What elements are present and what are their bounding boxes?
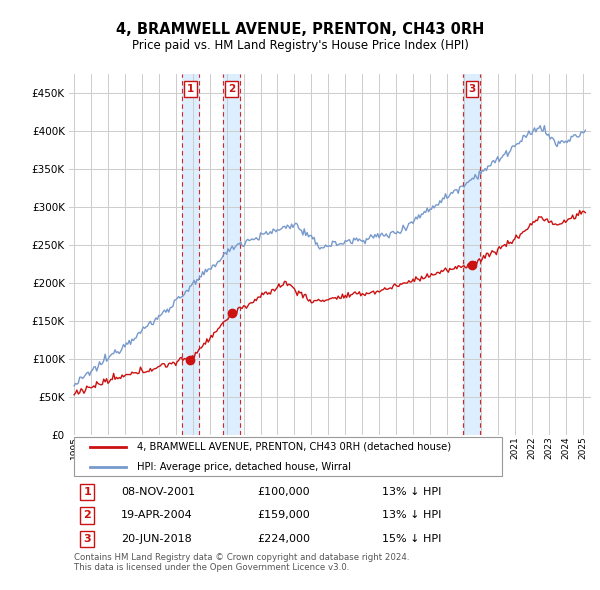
Text: £100,000: £100,000 xyxy=(257,487,310,497)
Text: 13% ↓ HPI: 13% ↓ HPI xyxy=(382,487,442,497)
Text: Price paid vs. HM Land Registry's House Price Index (HPI): Price paid vs. HM Land Registry's House … xyxy=(131,39,469,52)
Text: 20-JUN-2018: 20-JUN-2018 xyxy=(121,534,192,544)
Bar xyxy=(182,74,199,435)
Text: 13% ↓ HPI: 13% ↓ HPI xyxy=(382,510,442,520)
Text: 08-NOV-2001: 08-NOV-2001 xyxy=(121,487,196,497)
Text: 1: 1 xyxy=(83,487,91,497)
Text: 4, BRAMWELL AVENUE, PRENTON, CH43 0RH: 4, BRAMWELL AVENUE, PRENTON, CH43 0RH xyxy=(116,22,484,37)
Bar xyxy=(463,74,481,435)
Text: 19-APR-2004: 19-APR-2004 xyxy=(121,510,193,520)
Text: 2: 2 xyxy=(228,84,235,94)
Text: £224,000: £224,000 xyxy=(257,534,310,544)
Text: 2: 2 xyxy=(83,510,91,520)
Text: HPI: Average price, detached house, Wirral: HPI: Average price, detached house, Wirr… xyxy=(137,461,351,471)
Text: 1: 1 xyxy=(187,84,194,94)
Text: 3: 3 xyxy=(83,534,91,544)
Text: Contains HM Land Registry data © Crown copyright and database right 2024.
This d: Contains HM Land Registry data © Crown c… xyxy=(74,553,410,572)
Text: £159,000: £159,000 xyxy=(257,510,310,520)
Text: 15% ↓ HPI: 15% ↓ HPI xyxy=(382,534,442,544)
Text: 4, BRAMWELL AVENUE, PRENTON, CH43 0RH (detached house): 4, BRAMWELL AVENUE, PRENTON, CH43 0RH (d… xyxy=(137,441,451,451)
FancyBboxPatch shape xyxy=(74,437,502,476)
Text: 3: 3 xyxy=(468,84,475,94)
Bar xyxy=(223,74,240,435)
